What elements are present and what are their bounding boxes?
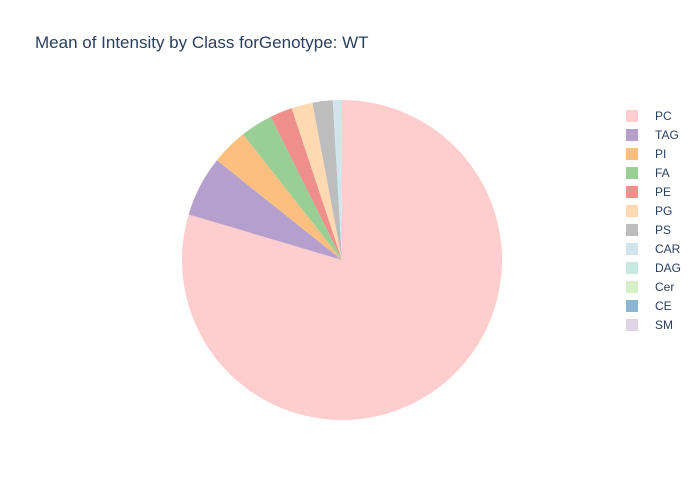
legend-swatch xyxy=(626,223,638,236)
pie-slice-ce[interactable] xyxy=(341,100,342,261)
legend-swatch xyxy=(626,242,638,255)
legend-item-sm[interactable]: SM xyxy=(626,315,681,334)
legend-label: PG xyxy=(655,203,673,218)
pie-slice-cer[interactable] xyxy=(340,100,342,260)
legend-label: SM xyxy=(655,317,673,332)
pie-slice-pg[interactable] xyxy=(291,102,342,261)
legend-swatch xyxy=(626,318,638,331)
legend-item-pc[interactable]: PC xyxy=(626,106,681,125)
legend-item-pg[interactable]: PG xyxy=(626,201,681,220)
legend: PC TAG PI FA PE PG PS CAR DAG Cer CE SM xyxy=(626,106,681,334)
chart-title: Mean of Intensity by Class forGenotype: … xyxy=(35,33,369,52)
legend-item-dag[interactable]: DAG xyxy=(626,258,681,277)
legend-label: CAR xyxy=(655,241,681,256)
legend-item-cer[interactable]: Cer xyxy=(626,277,681,296)
legend-label: PI xyxy=(655,146,667,161)
legend-item-pi[interactable]: PI xyxy=(626,144,681,163)
legend-label: Cer xyxy=(655,279,675,294)
pie-slices xyxy=(182,100,503,421)
legend-label: TAG xyxy=(655,127,679,142)
pie-slice-dag[interactable] xyxy=(339,100,342,260)
legend-label: FA xyxy=(655,165,670,180)
legend-swatch xyxy=(626,147,638,160)
legend-label: PC xyxy=(655,108,672,123)
pie-slice-car[interactable] xyxy=(332,100,342,260)
legend-item-car[interactable]: CAR xyxy=(626,239,681,258)
legend-label: CE xyxy=(655,298,672,313)
legend-item-ps[interactable]: PS xyxy=(626,220,681,239)
pie-slice-tag[interactable] xyxy=(188,160,342,260)
legend-label: PS xyxy=(655,222,672,237)
legend-item-fa[interactable]: FA xyxy=(626,163,681,182)
legend-item-pe[interactable]: PE xyxy=(626,182,681,201)
legend-item-ce[interactable]: CE xyxy=(626,296,681,315)
pie-slice-fa[interactable] xyxy=(243,116,342,261)
legend-swatch xyxy=(626,280,638,293)
legend-swatch xyxy=(626,261,638,274)
legend-swatch xyxy=(626,166,638,179)
pie-slice-pi[interactable] xyxy=(216,134,342,260)
legend-swatch xyxy=(626,128,638,141)
legend-swatch xyxy=(626,109,638,122)
legend-swatch xyxy=(626,204,638,217)
pie-slice-pe[interactable] xyxy=(270,108,342,260)
legend-swatch xyxy=(626,299,638,312)
legend-swatch xyxy=(626,185,638,198)
pie-slice-ps[interactable] xyxy=(312,100,342,260)
legend-label: DAG xyxy=(655,260,682,275)
legend-label: PE xyxy=(655,184,672,199)
legend-item-tag[interactable]: TAG xyxy=(626,125,681,144)
